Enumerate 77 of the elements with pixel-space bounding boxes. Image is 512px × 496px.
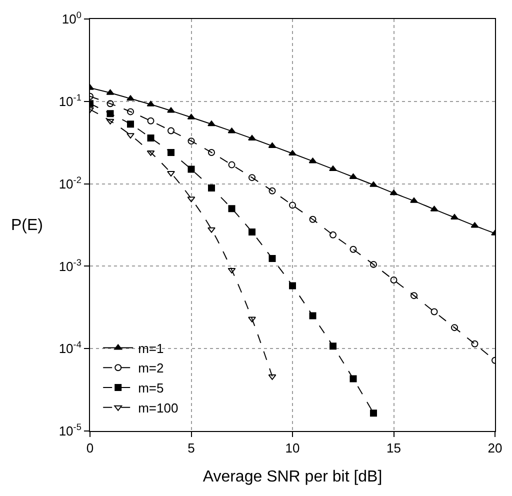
point [289, 282, 296, 290]
point [146, 150, 155, 156]
point [126, 133, 134, 139]
point [370, 181, 378, 187]
point [168, 127, 174, 134]
point [349, 173, 358, 179]
y-tick-label: 10$^{-2}$ [58, 174, 82, 192]
y-tick-label: 10$^{-5}$ [58, 422, 82, 439]
point [187, 114, 196, 120]
point [289, 202, 296, 209]
point [127, 108, 134, 116]
point [208, 184, 215, 192]
point [228, 161, 236, 168]
point [126, 95, 134, 101]
point [390, 190, 398, 196]
point [188, 166, 195, 173]
point [268, 374, 276, 380]
point [167, 107, 175, 113]
legend-label: m=100 [138, 400, 178, 416]
point [248, 228, 256, 236]
y-tick-label: 10$^{-4}$ [58, 340, 82, 356]
point [471, 340, 478, 348]
x-tick-label: 10 [285, 440, 300, 456]
point [430, 206, 438, 212]
point [309, 216, 316, 223]
point [390, 276, 398, 284]
point [451, 324, 458, 332]
point [350, 246, 357, 253]
y-axis-title: P(E) [11, 217, 43, 234]
point [268, 255, 276, 262]
point [208, 148, 215, 156]
point [288, 150, 296, 156]
point [208, 120, 216, 126]
y-tick-label: 10$^{0}$ [62, 10, 82, 27]
point [106, 89, 114, 95]
point [167, 171, 175, 177]
point [147, 134, 154, 142]
point [330, 231, 336, 238]
x-tick-label: 15 [386, 440, 401, 456]
point [106, 118, 114, 124]
point [228, 205, 236, 212]
y-tick-label: 10$^{-1}$ [58, 92, 82, 109]
point [330, 342, 336, 350]
point [228, 128, 236, 134]
point [370, 260, 377, 268]
point [350, 375, 357, 382]
point [147, 117, 154, 124]
x-tick-label: 20 [488, 440, 502, 456]
point [228, 268, 236, 274]
x-tick-label: 0 [86, 440, 94, 456]
point [268, 187, 276, 194]
x-axis-title: Average SNR per bit [dB] [202, 468, 382, 486]
point [308, 158, 317, 164]
point [410, 292, 418, 300]
point [470, 222, 479, 228]
point [410, 197, 418, 203]
y-tick-label: 10$^{-3}$ [58, 257, 82, 274]
point [268, 142, 276, 148]
point [309, 312, 316, 320]
point [248, 134, 256, 140]
point [187, 196, 196, 202]
point [168, 148, 174, 156]
point [208, 227, 216, 233]
point [146, 100, 155, 106]
point [248, 174, 256, 182]
point [106, 100, 114, 108]
point [430, 308, 438, 316]
point [370, 410, 377, 417]
x-tick-label: 5 [188, 440, 195, 456]
point [188, 138, 195, 145]
legend-label: m=5 [138, 380, 164, 396]
point [127, 120, 134, 128]
legend-label: m=2 [138, 360, 164, 376]
point [329, 166, 337, 172]
point [106, 110, 114, 118]
legend-label: m=1 [138, 340, 164, 356]
point [248, 316, 256, 322]
